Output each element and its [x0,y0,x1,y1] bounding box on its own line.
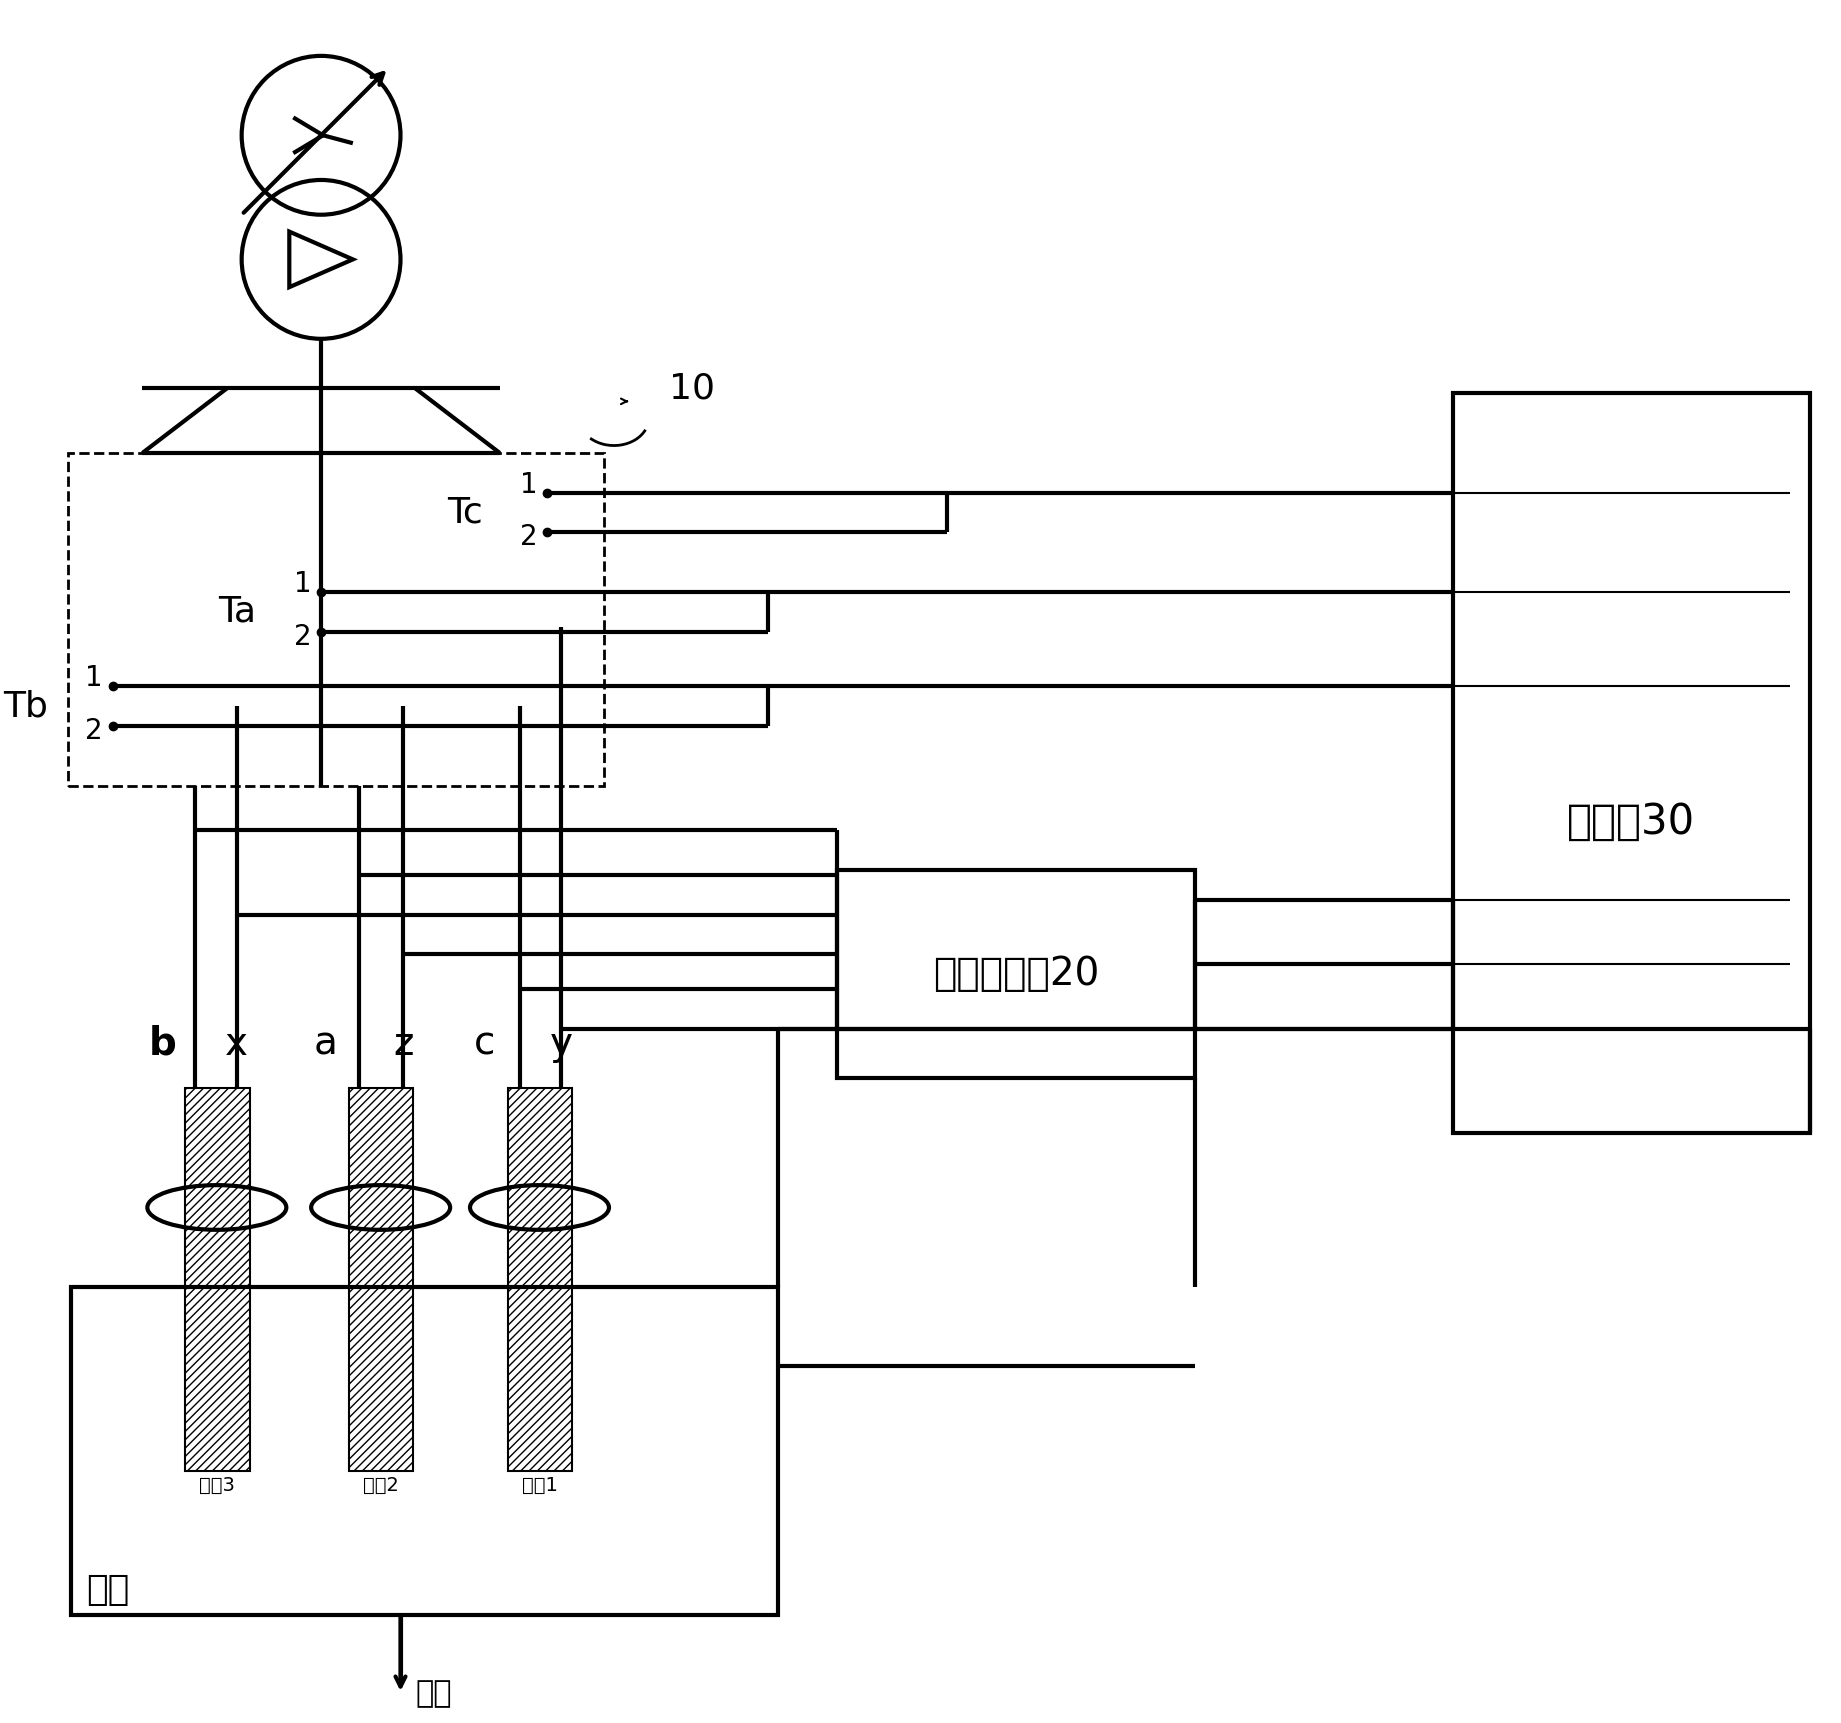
Bar [72,1287,777,1614]
Text: 电朇3: 电朇3 [199,1475,236,1494]
Text: Ta: Ta [219,594,256,629]
Text: 10: 10 [668,372,714,405]
Text: Tb: Tb [4,689,48,724]
Text: 2: 2 [85,717,103,744]
Text: 电朇1: 电朇1 [521,1475,558,1494]
Text: 1: 1 [85,665,103,693]
Text: 电朇2: 电朇2 [363,1475,399,1494]
Text: 1: 1 [519,470,538,498]
Bar [186,1089,250,1470]
Text: 2: 2 [519,524,538,551]
Text: z: z [394,1025,414,1063]
Text: b: b [149,1025,177,1063]
Text: 电压测量匈20: 电压测量匈20 [933,955,1099,992]
Text: 控制匈30: 控制匈30 [1567,801,1696,843]
Bar [1453,393,1810,1134]
Text: y: y [550,1025,573,1063]
Bar [508,1089,573,1470]
Text: Tc: Tc [447,496,482,529]
Text: x: x [225,1025,249,1063]
Bar [68,453,604,786]
Bar [350,1089,414,1470]
Text: a: a [315,1025,339,1063]
Text: c: c [475,1025,495,1063]
Text: 电炉: 电炉 [87,1573,129,1606]
Text: 接地: 接地 [416,1680,451,1709]
Text: 1: 1 [293,570,311,598]
Bar [838,870,1195,1079]
Text: 2: 2 [293,622,311,651]
